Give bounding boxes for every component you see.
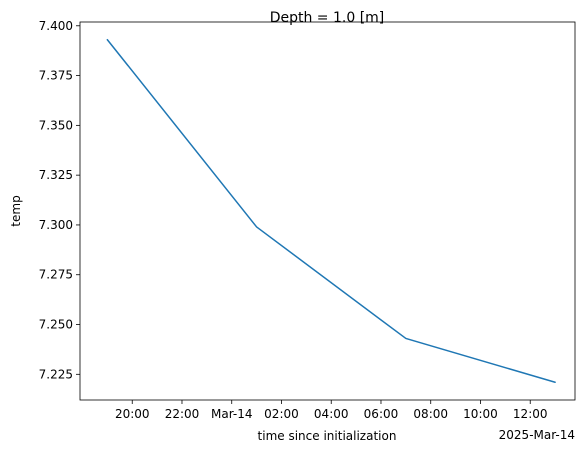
x-tick-label: 02:00 [264, 407, 299, 421]
y-tick-label: 7.300 [39, 218, 73, 232]
y-tick-label: 7.350 [39, 118, 73, 132]
chart-title: Depth = 1.0 [m] [270, 10, 385, 26]
x-tick-label: 20:00 [115, 407, 150, 421]
x-tick-label: 06:00 [364, 407, 399, 421]
y-tick-label: 7.400 [39, 19, 73, 33]
y-axis-label: temp [9, 195, 23, 226]
y-tick-label: 7.325 [39, 168, 73, 182]
series-line [106, 38, 556, 384]
x-tick-label: 10:00 [463, 407, 498, 421]
y-tick-label: 7.250 [39, 318, 73, 332]
plot-area [106, 38, 556, 384]
x-tick-label: 12:00 [513, 407, 548, 421]
y-tick-label: 7.225 [39, 367, 73, 381]
x-tick-label: 22:00 [165, 407, 200, 421]
y-tick-label: 7.375 [39, 69, 73, 83]
x-tick-label: 08:00 [413, 407, 448, 421]
y-tick-label: 7.275 [39, 268, 73, 282]
x-axis-offset-label: 2025-Mar-14 [499, 428, 575, 442]
x-axis-label: time since initialization [258, 429, 397, 443]
axes-frame [79, 21, 576, 401]
x-tick-label: Mar-14 [211, 407, 252, 421]
x-tick-label: 04:00 [314, 407, 349, 421]
